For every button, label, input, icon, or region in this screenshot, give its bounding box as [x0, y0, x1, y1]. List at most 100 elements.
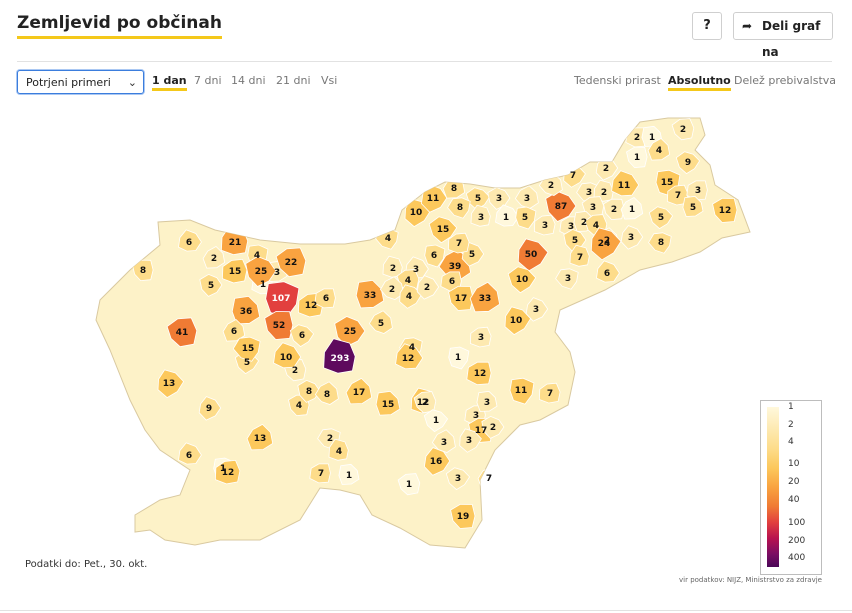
- municipality-region[interactable]: [178, 442, 202, 465]
- municipality-region[interactable]: [314, 288, 336, 309]
- period-tab-14-dni[interactable]: 14 dni: [231, 74, 266, 87]
- municipality-region[interactable]: [431, 429, 456, 453]
- municipality-region[interactable]: [178, 229, 202, 252]
- municipality-region[interactable]: [424, 244, 446, 268]
- municipality-region[interactable]: [222, 319, 246, 342]
- municipality-region[interactable]: [470, 204, 491, 227]
- municipality-region[interactable]: [423, 409, 449, 433]
- municipality-region[interactable]: [469, 281, 501, 313]
- legend-level: 40: [788, 495, 800, 505]
- municipality-region[interactable]: [671, 118, 695, 141]
- municipality-region[interactable]: [338, 463, 360, 485]
- period-tab-vsi[interactable]: Vsi: [321, 74, 338, 87]
- municipality-region[interactable]: [507, 266, 537, 294]
- municipality-region[interactable]: [166, 317, 198, 348]
- municipality-region[interactable]: [712, 197, 738, 223]
- municipality-region[interactable]: [590, 227, 622, 261]
- municipality-region[interactable]: [309, 463, 331, 484]
- municipality-region[interactable]: [334, 316, 366, 347]
- metric-select[interactable]: Potrjeni primeri ⌄: [17, 70, 144, 94]
- municipality-count-label: 87: [555, 202, 568, 212]
- mode-tab-delez-prebivalstva[interactable]: Delež prebivalstva: [734, 74, 837, 87]
- municipality-region[interactable]: [202, 246, 226, 269]
- municipality-region[interactable]: [596, 260, 620, 283]
- municipality-region[interactable]: [620, 197, 644, 220]
- municipality-region[interactable]: [447, 232, 470, 254]
- municipality-region[interactable]: [423, 447, 451, 476]
- municipality-count-label: 3: [565, 274, 571, 284]
- municipality-region[interactable]: [476, 390, 498, 412]
- municipality-region[interactable]: [675, 151, 701, 175]
- municipality-count-label: 3: [478, 333, 484, 343]
- municipality-region[interactable]: [469, 326, 492, 348]
- municipality-region[interactable]: [450, 503, 476, 529]
- municipality-region[interactable]: [275, 247, 307, 278]
- municipality-region[interactable]: [648, 232, 672, 254]
- municipality-region[interactable]: [686, 180, 708, 201]
- municipality-region[interactable]: [682, 195, 704, 217]
- municipality-region[interactable]: [246, 423, 274, 451]
- municipality-region[interactable]: [221, 258, 248, 284]
- municipality-region[interactable]: [382, 255, 403, 278]
- municipality-region[interactable]: [447, 197, 471, 219]
- municipality-region[interactable]: [448, 346, 470, 370]
- mode-tab-absolutno[interactable]: Absolutno: [668, 74, 731, 91]
- period-tab-21-dni[interactable]: 21 dni: [276, 74, 311, 87]
- period-tab-7-dni[interactable]: 7 dni: [194, 74, 222, 87]
- municipality-count-label: 4: [656, 146, 662, 156]
- municipality-region[interactable]: [555, 268, 579, 290]
- municipality-region[interactable]: [495, 204, 519, 227]
- municipality-region[interactable]: [448, 285, 474, 311]
- municipality-region[interactable]: [620, 225, 644, 250]
- municipality-region[interactable]: [214, 459, 241, 485]
- share-button[interactable]: ➦ Deli graf na: [733, 12, 833, 59]
- municipality-region[interactable]: [525, 297, 549, 322]
- period-tab-1-dan[interactable]: 1 dan: [152, 74, 187, 91]
- municipality-region[interactable]: [273, 342, 302, 369]
- municipality-region[interactable]: [545, 191, 577, 222]
- municipality-region[interactable]: [132, 259, 154, 282]
- municipality-region[interactable]: [397, 473, 421, 496]
- municipality-region[interactable]: [445, 467, 471, 491]
- municipality-region[interactable]: [538, 382, 561, 404]
- municipality-region[interactable]: [323, 338, 356, 374]
- municipality-region[interactable]: [626, 146, 648, 169]
- municipality-region[interactable]: [199, 273, 223, 297]
- municipality-region[interactable]: [231, 295, 261, 325]
- help-button[interactable]: ?: [692, 12, 722, 40]
- municipality-region[interactable]: [569, 244, 590, 267]
- municipality-region[interactable]: [647, 138, 671, 161]
- municipality-region[interactable]: [466, 361, 492, 386]
- municipality-region[interactable]: [297, 379, 321, 403]
- municipality-region[interactable]: [509, 377, 535, 405]
- municipality-region[interactable]: [368, 310, 393, 334]
- municipality-region[interactable]: [395, 343, 424, 370]
- municipality-region[interactable]: [289, 324, 315, 348]
- municipality-count-label: 2: [634, 133, 640, 143]
- municipality-region[interactable]: [416, 275, 440, 300]
- municipality-region[interactable]: [198, 396, 222, 421]
- municipality-region[interactable]: [611, 170, 640, 197]
- municipality-region[interactable]: [345, 377, 373, 405]
- mode-tab-tedenski-prirast[interactable]: Tedenski prirast: [574, 74, 661, 87]
- municipality-region[interactable]: [413, 391, 437, 414]
- municipality-region[interactable]: [355, 279, 385, 309]
- municipality-region[interactable]: [379, 276, 404, 300]
- municipality-region[interactable]: [245, 256, 277, 287]
- municipality-region[interactable]: [428, 216, 458, 244]
- municipality-region[interactable]: [603, 198, 625, 221]
- municipality-region[interactable]: [157, 369, 185, 399]
- municipality-region[interactable]: [375, 390, 401, 416]
- municipality-region[interactable]: [459, 428, 482, 453]
- municipality-region[interactable]: [328, 438, 349, 461]
- municipality-region[interactable]: [648, 206, 674, 230]
- municipality-region[interactable]: [481, 415, 505, 439]
- municipality-region[interactable]: [420, 184, 448, 213]
- municipality-region[interactable]: [314, 381, 339, 405]
- municipality-region[interactable]: [264, 311, 294, 340]
- municipality-count-label: 3: [542, 221, 548, 231]
- municipality-region[interactable]: [533, 214, 556, 236]
- municipality-region[interactable]: [515, 206, 537, 230]
- municipality-region[interactable]: [232, 336, 261, 362]
